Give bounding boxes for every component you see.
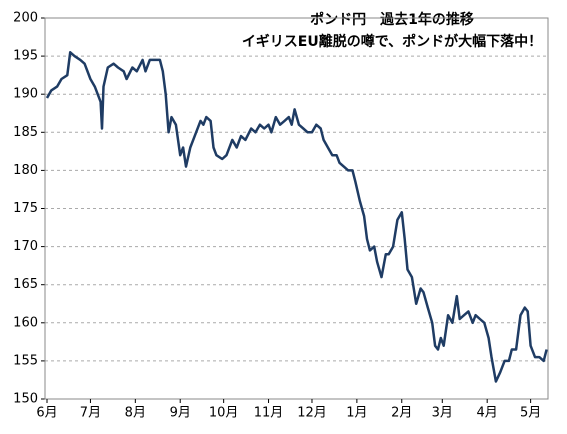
x-tick-label: 12月: [297, 406, 327, 421]
y-tick-label: 200: [13, 11, 38, 26]
y-tick-label: 165: [13, 277, 38, 292]
x-tick-label: 2月: [391, 406, 412, 421]
x-tick-label: 9月: [170, 406, 191, 421]
x-tick-label: 8月: [125, 406, 146, 421]
y-tick-label: 190: [13, 87, 38, 102]
y-tick-label: 155: [13, 353, 38, 368]
plot-frame: [44, 17, 549, 400]
y-tick-label: 160: [13, 315, 38, 330]
y-tick-label: 180: [13, 163, 38, 178]
x-tick-label: 5月: [520, 406, 541, 421]
x-tick-label: 6月: [36, 406, 57, 421]
x-tick-label: 4月: [477, 406, 498, 421]
y-tick-label: 150: [13, 392, 38, 407]
chart-subtitle: イギリスEU離脱の噂で、ポンドが大幅下落中！: [242, 33, 542, 50]
chart-title: ポンド円 過去1年の推移: [310, 11, 474, 28]
x-tick-label: 3月: [432, 406, 453, 421]
data-line: [45, 51, 548, 383]
x-tick-label: 10月: [209, 406, 239, 421]
y-tick-label: 185: [13, 125, 38, 140]
y-tick-label: 195: [13, 49, 38, 64]
y-tick-label: 175: [13, 201, 38, 216]
x-tick-label: 7月: [80, 406, 101, 421]
y-tick-label: 170: [13, 239, 38, 254]
x-tick-label: 11月: [254, 406, 284, 421]
x-tick-label: 1月: [346, 406, 367, 421]
